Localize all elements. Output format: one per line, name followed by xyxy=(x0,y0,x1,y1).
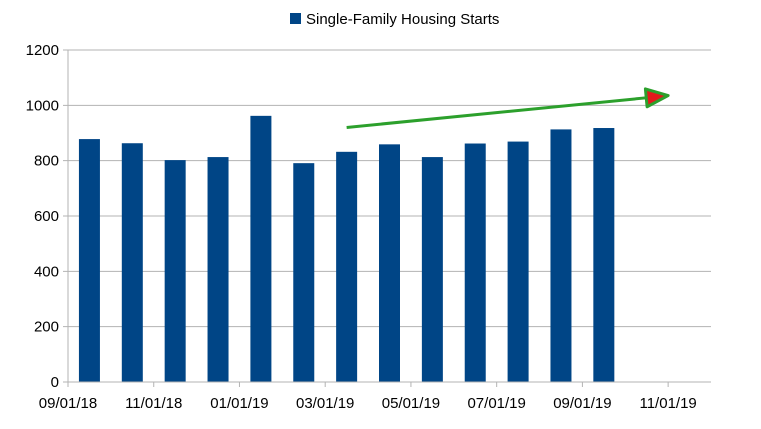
legend: Single-Family Housing Starts xyxy=(290,11,499,28)
trend-arrow-head xyxy=(643,87,670,109)
x-tick-label: 11/01/19 xyxy=(639,395,696,412)
y-tick-label: 800 xyxy=(34,153,59,170)
x-axis-ticks: 09/01/18 11/01/18 01/01/19 03/01/19 05/01/19… xyxy=(39,382,697,412)
legend-swatch xyxy=(290,13,301,24)
y-tick-label: 0 xyxy=(51,374,59,391)
bar xyxy=(250,115,272,382)
x-tick-label: 07/01/19 xyxy=(467,395,525,412)
x-tick-label: 11/01/18 xyxy=(125,395,182,412)
annotations xyxy=(346,87,670,129)
bar xyxy=(507,141,529,382)
x-tick-label: 05/01/19 xyxy=(382,395,440,412)
bar xyxy=(379,144,400,382)
bar xyxy=(550,129,572,382)
x-tick-label: 01/01/19 xyxy=(210,395,268,412)
bars xyxy=(78,115,615,382)
y-tick-label: 600 xyxy=(34,208,59,225)
trend-arrow-line xyxy=(346,96,647,129)
y-tick-label: 200 xyxy=(34,319,59,336)
y-axis-ticks: 0 200 400 600 800 1000 1200 xyxy=(26,42,59,391)
x-tick-label: 09/01/18 xyxy=(39,395,97,412)
bar xyxy=(164,160,186,382)
bar xyxy=(464,143,486,382)
bar xyxy=(336,151,358,382)
bar xyxy=(593,128,615,382)
y-tick-label: 400 xyxy=(34,263,59,280)
bar xyxy=(121,143,143,382)
y-tick-label: 1000 xyxy=(26,97,59,114)
x-tick-label: 03/01/19 xyxy=(296,395,354,412)
legend-label: Single-Family Housing Starts xyxy=(306,11,499,28)
bar xyxy=(293,163,315,382)
bar xyxy=(421,157,443,382)
bar xyxy=(207,157,229,382)
x-tick-label: 09/01/19 xyxy=(553,395,611,412)
y-tick-label: 1200 xyxy=(26,42,59,59)
bar xyxy=(78,139,100,382)
axes xyxy=(67,50,711,383)
